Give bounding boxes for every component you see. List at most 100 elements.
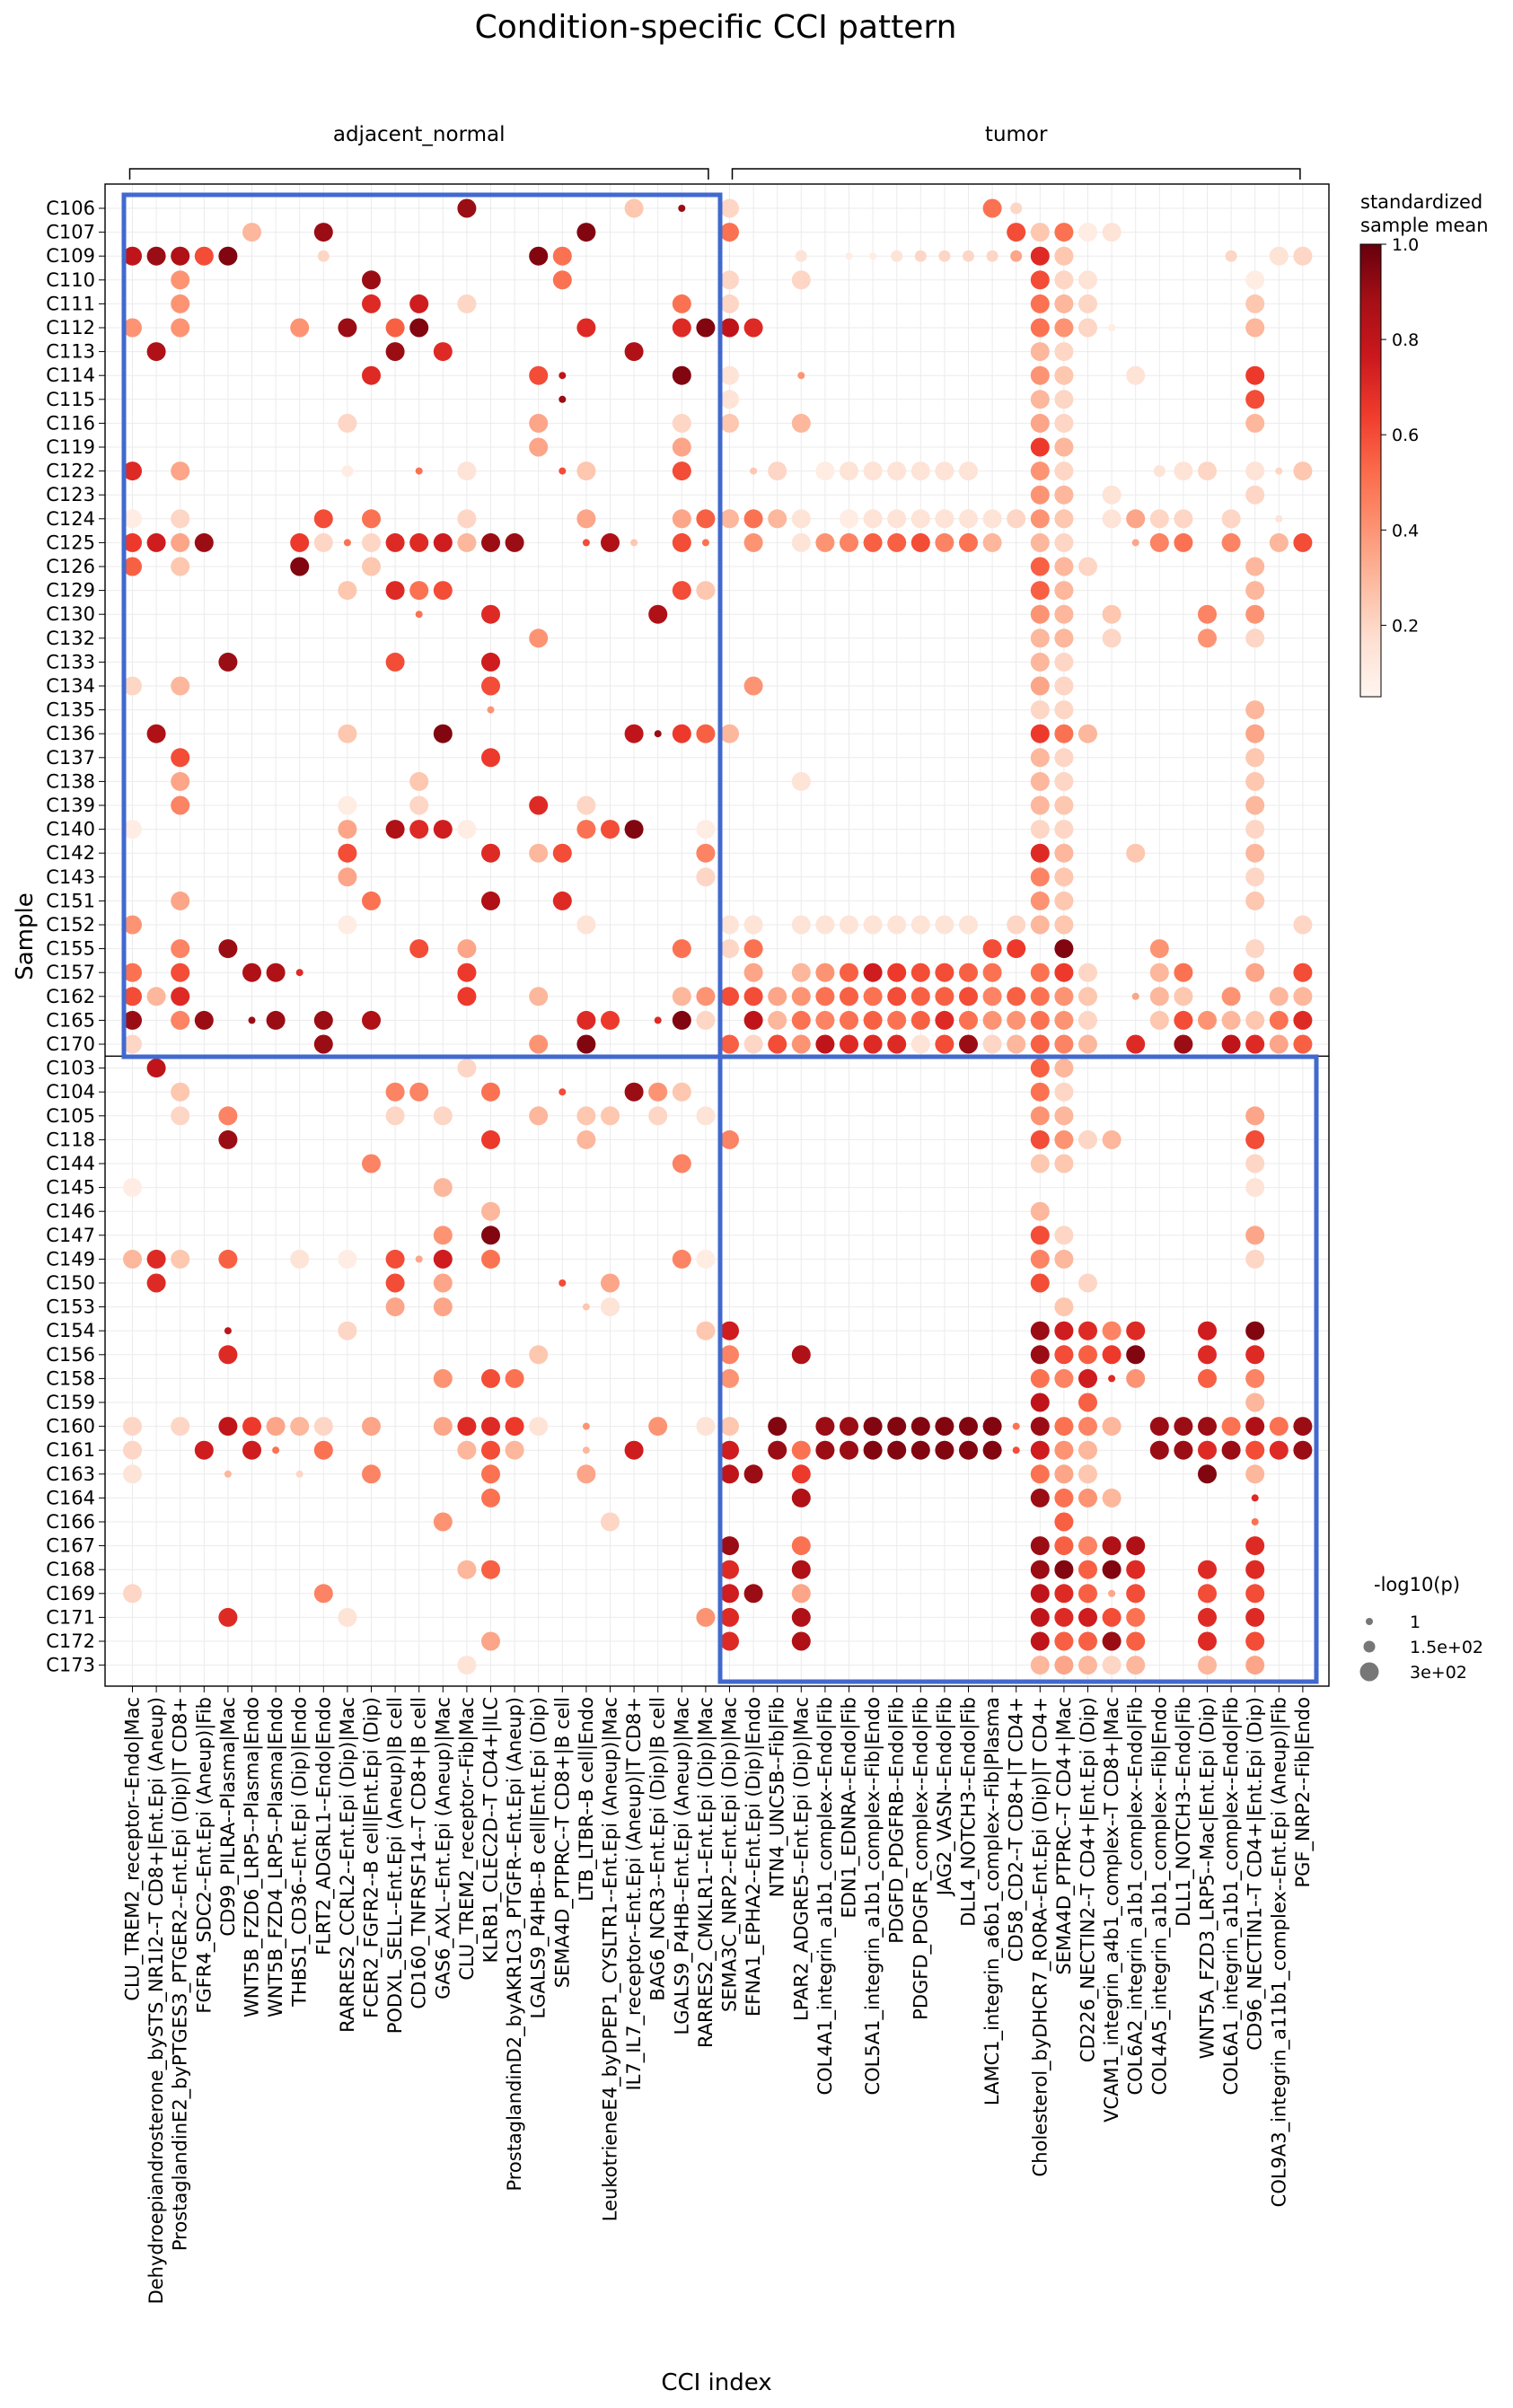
data-dot — [218, 1129, 238, 1149]
x-tick-label: PGF_NRP2--Fib|Endo — [1292, 1697, 1315, 1888]
data-dot — [672, 437, 691, 457]
data-dot — [290, 318, 310, 338]
data-dot — [1275, 467, 1283, 475]
y-tick-label: C166 — [46, 1511, 95, 1533]
data-dot — [481, 676, 500, 696]
data-dot — [1174, 1417, 1193, 1437]
data-dot — [1126, 365, 1146, 385]
data-dot — [1126, 1607, 1146, 1627]
data-dot — [815, 1034, 835, 1054]
data-dot — [457, 532, 477, 552]
data-dot — [1245, 1321, 1265, 1340]
data-dot — [1078, 1440, 1097, 1460]
data-dot — [768, 1034, 787, 1054]
x-tick-label: LPAR2_ADGRE5--Ent.Epi (Dip)|Mac — [790, 1697, 813, 2021]
data-dot — [1007, 915, 1026, 935]
data-dot — [582, 1446, 590, 1454]
data-dot — [1198, 1010, 1217, 1030]
data-dot — [171, 676, 190, 696]
data-dot — [433, 1297, 453, 1317]
x-tick-label: ProstaglandinE2_byPTGES3_PTGER2--Ent.Epi… — [170, 1697, 192, 2251]
data-dot — [529, 628, 549, 648]
data-dot — [242, 1440, 261, 1460]
data-dot — [887, 1034, 907, 1054]
data-dot — [313, 223, 333, 242]
data-dot — [935, 509, 954, 529]
data-dot — [840, 987, 858, 1006]
data-dot — [1245, 1440, 1265, 1460]
data-dot — [290, 1417, 310, 1437]
data-dot — [1054, 915, 1074, 935]
data-dot — [171, 939, 190, 959]
gridlines — [105, 184, 1329, 1686]
data-dot — [1078, 962, 1097, 982]
data-dot — [720, 413, 739, 433]
data-dot — [1030, 1440, 1050, 1460]
data-dot — [1030, 581, 1050, 601]
data-dot — [338, 1321, 357, 1340]
data-dot — [338, 318, 357, 338]
data-dot — [218, 1417, 238, 1437]
data-dot — [409, 581, 429, 601]
data-dot — [481, 1249, 500, 1269]
data-dot — [863, 509, 883, 529]
data-dot — [1030, 318, 1050, 338]
data-dot — [910, 532, 930, 552]
data-dot — [552, 843, 572, 863]
data-dot — [791, 1010, 811, 1030]
data-dot — [338, 724, 357, 743]
data-dot — [1245, 1178, 1265, 1198]
data-dot — [743, 676, 763, 696]
data-dot — [815, 1010, 835, 1030]
y-tick-label: C142 — [46, 842, 95, 864]
data-dot — [552, 246, 572, 266]
data-dot — [624, 1440, 644, 1460]
data-dot — [1078, 1345, 1097, 1365]
group-bracket — [731, 168, 1301, 180]
data-dot — [648, 1082, 668, 1102]
data-dot — [1245, 1106, 1265, 1126]
data-dot — [362, 532, 381, 552]
data-dot — [433, 1368, 453, 1388]
data-dot — [171, 1010, 190, 1030]
data-dot — [433, 532, 453, 552]
data-dot — [1054, 1082, 1074, 1102]
data-dot — [1131, 992, 1139, 1000]
data-dot — [1030, 1464, 1050, 1484]
data-dot — [1149, 987, 1169, 1006]
data-dot — [1149, 1440, 1169, 1460]
colorbar-title: standardized — [1360, 191, 1482, 213]
data-dot — [1054, 1154, 1074, 1173]
data-dot — [743, 509, 763, 529]
data-dot — [648, 1106, 668, 1126]
data-dot — [433, 1417, 453, 1437]
plot-border — [104, 183, 1330, 1687]
data-dot — [910, 962, 930, 982]
data-dot — [1245, 390, 1265, 409]
data-dot — [290, 557, 310, 576]
data-dot — [1149, 1417, 1169, 1437]
data-dot — [887, 987, 907, 1006]
data-dot — [1174, 1010, 1193, 1030]
data-dot — [529, 843, 549, 863]
data-dot — [1275, 514, 1283, 523]
data-dot — [1030, 1417, 1050, 1437]
x-tick-label: CLU_TREM2_receptor--Endo|Mac — [122, 1697, 145, 2001]
data-dot — [1126, 1368, 1146, 1388]
y-tick-label: C145 — [46, 1177, 95, 1199]
data-dot — [171, 771, 190, 791]
data-dot — [559, 1088, 567, 1096]
data-dot — [1030, 1226, 1050, 1245]
data-dot — [290, 532, 310, 552]
data-dot — [415, 1255, 423, 1263]
data-dot — [1102, 1129, 1122, 1149]
data-dot — [720, 724, 739, 743]
data-dot — [1054, 532, 1074, 552]
data-dot — [887, 1010, 907, 1030]
colorbar-gradient — [1359, 243, 1382, 698]
y-tick-label: C161 — [46, 1439, 95, 1461]
data-dot — [1078, 1631, 1097, 1651]
y-tick-label: C104 — [46, 1081, 95, 1103]
data-dot — [1054, 1440, 1074, 1460]
data-dot — [123, 1178, 142, 1198]
